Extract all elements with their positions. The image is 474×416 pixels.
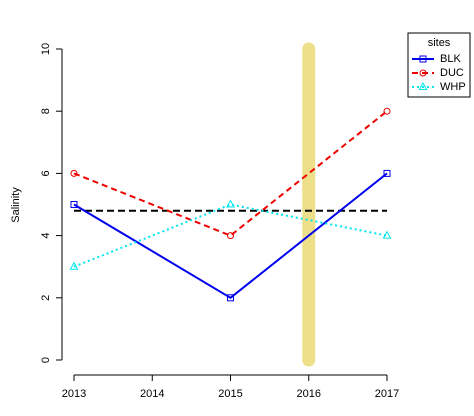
legend-marker (418, 81, 428, 90)
legend-title: sites (428, 37, 451, 49)
x-tick-label: 2017 (375, 388, 399, 400)
series-line (73, 172, 388, 300)
legend-label: DUC (440, 67, 464, 79)
y-tick-label: 8 (40, 108, 52, 114)
x-tick-label: 2014 (140, 388, 164, 400)
y-axis-label: Salinity (10, 187, 22, 223)
x-tick-label: 2015 (218, 388, 242, 400)
y-tick-label: 10 (40, 43, 52, 55)
legend-marker (419, 69, 427, 77)
series-line (73, 110, 388, 237)
y-tick-label: 0 (40, 357, 52, 363)
marker (227, 232, 234, 240)
legend-marker (419, 55, 427, 63)
marker (70, 169, 78, 177)
marker (383, 107, 391, 115)
x-tick-label: 2016 (297, 388, 321, 400)
y-tick-label: 2 (40, 295, 52, 301)
marker (226, 199, 235, 208)
legend-label: BLK (440, 53, 461, 65)
x-tick-label: 2013 (62, 388, 86, 400)
series-line (73, 203, 388, 268)
marker (227, 294, 234, 302)
marker (69, 261, 79, 270)
y-tick-label: 6 (40, 170, 52, 176)
marker (382, 230, 392, 239)
y-tick-label: 4 (40, 233, 52, 239)
marker (383, 169, 391, 177)
legend-label: WHP (440, 81, 466, 93)
marker (70, 201, 78, 208)
